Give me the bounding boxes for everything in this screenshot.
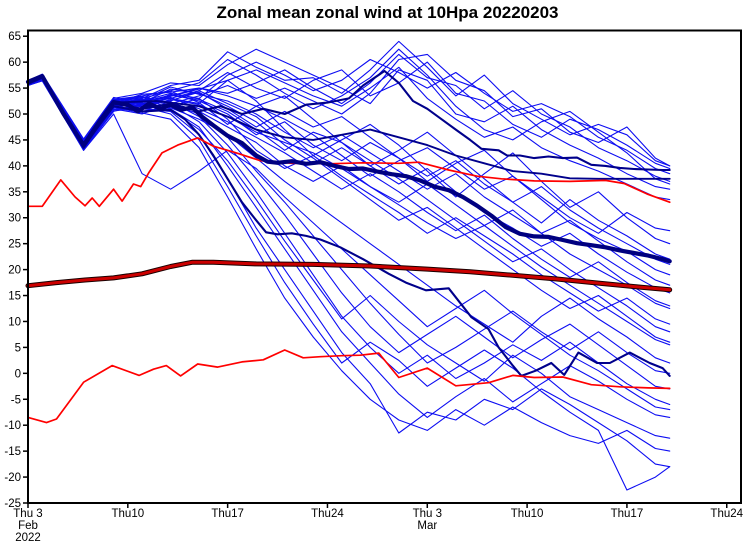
svg-text:65: 65 [8, 31, 21, 43]
svg-text:-25: -25 [4, 498, 21, 510]
svg-text:-10: -10 [4, 420, 21, 432]
svg-text:40: 40 [8, 161, 21, 173]
svg-text:5: 5 [15, 342, 21, 354]
svg-text:-5: -5 [11, 394, 21, 406]
svg-text:25: 25 [8, 239, 21, 251]
chart-title: Zonal mean zonal wind at 10Hpa 20220203 [216, 3, 559, 22]
svg-text:-20: -20 [4, 472, 21, 484]
svg-text:Thu17: Thu17 [611, 508, 644, 520]
svg-text:Mar: Mar [417, 520, 437, 532]
svg-text:2022: 2022 [15, 532, 41, 544]
y-axis: -25 -20 -15 -10 -5 0 5 10 15 20 25 30 35 40 45 50 55 60 65 [4, 31, 28, 510]
svg-text:Thu24: Thu24 [710, 508, 743, 520]
svg-text:0: 0 [15, 368, 21, 380]
svg-text:Thu 3: Thu 3 [13, 508, 42, 520]
svg-text:20: 20 [8, 265, 21, 277]
svg-text:50: 50 [8, 109, 21, 121]
axes [27, 29, 742, 504]
svg-text:45: 45 [8, 135, 21, 147]
svg-text:35: 35 [8, 187, 21, 199]
svg-text:15: 15 [8, 291, 21, 303]
svg-text:Thu 3: Thu 3 [413, 508, 442, 520]
svg-text:-15: -15 [4, 446, 21, 458]
svg-text:Thu10: Thu10 [511, 508, 544, 520]
svg-text:Thu10: Thu10 [112, 508, 145, 520]
svg-text:10: 10 [8, 316, 21, 328]
svg-text:Feb: Feb [18, 520, 38, 532]
highlight-series [25, 69, 673, 424]
svg-text:55: 55 [8, 83, 21, 95]
svg-text:60: 60 [8, 57, 21, 69]
svg-text:Thu17: Thu17 [211, 508, 244, 520]
svg-text:30: 30 [8, 213, 21, 225]
svg-text:Thu24: Thu24 [311, 508, 344, 520]
